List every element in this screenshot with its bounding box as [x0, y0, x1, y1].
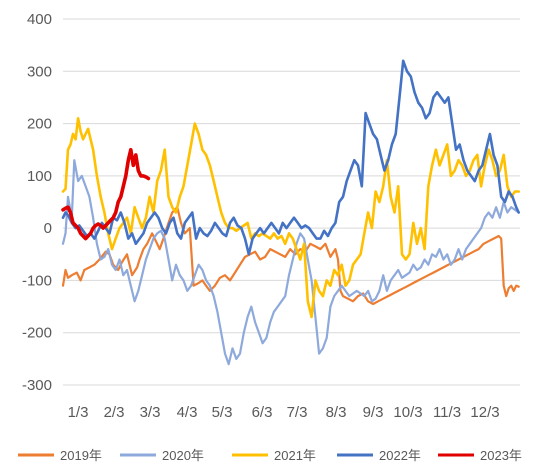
series-line-2 [61, 159, 520, 366]
x-tick-label: 9/3 [363, 404, 384, 421]
x-axis-ticks: 1/3 2/3 3/3 4/3 5/3 6/3 7/3 8/3 9/3 10/3 11/3 12/3 [68, 404, 500, 421]
y-tick-label: 0 [44, 220, 52, 237]
y-tick-label: -200 [22, 325, 52, 342]
x-tick-label: 11/3 [433, 404, 461, 421]
x-tick-label: 2/3 [104, 404, 125, 421]
y-tick-label: 400 [27, 11, 52, 28]
x-tick-label: 1/3 [68, 404, 89, 421]
series-line-4 [61, 59, 521, 256]
x-tick-label: 4/3 [177, 404, 198, 421]
x-tick-label: 6/3 [252, 404, 273, 421]
y-tick-label: 200 [27, 116, 52, 133]
series-line-5 [61, 147, 151, 241]
legend-label: 2019年 [60, 448, 102, 463]
y-tick-label: 100 [27, 168, 52, 185]
x-tick-label: 5/3 [212, 404, 233, 421]
gridlines [63, 18, 520, 386]
x-tick-label: 10/3 [393, 404, 422, 421]
legend-label: 2023年 [480, 448, 522, 463]
series-line-3 [61, 117, 521, 319]
x-tick-label: 12/3 [470, 404, 499, 421]
x-tick-label: 8/3 [326, 404, 347, 421]
y-tick-label: 300 [27, 63, 52, 80]
legend: 2019年 2020年 2021年 2022年 2023年 [18, 448, 522, 463]
legend-label: 2020年 [162, 448, 204, 463]
legend-label: 2021年 [274, 448, 316, 463]
y-axis-ticks: 400 300 200 100 0 -100 -200 -300 [22, 11, 52, 394]
series-lines [61, 59, 521, 366]
y-tick-label: -300 [22, 377, 52, 394]
x-tick-label: 3/3 [140, 404, 161, 421]
x-tick-label: 7/3 [287, 404, 308, 421]
legend-label: 2022年 [379, 448, 421, 463]
y-tick-label: -100 [22, 272, 52, 289]
